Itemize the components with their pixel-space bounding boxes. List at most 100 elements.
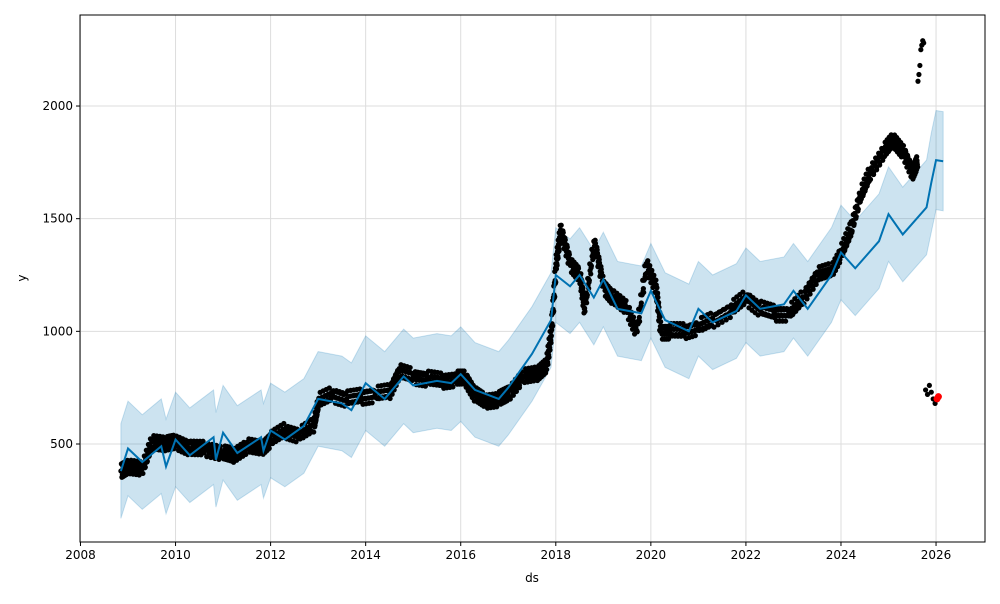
observed-point	[644, 259, 651, 265]
observed-point	[921, 40, 927, 46]
observed-point	[755, 312, 761, 318]
observed-point	[544, 366, 550, 373]
x-tick-label: 2018	[541, 548, 572, 562]
highlight-points	[933, 393, 942, 403]
observed-point	[874, 167, 880, 173]
observed-point	[802, 289, 808, 295]
y-tick-label: 1500	[42, 212, 73, 226]
observed-point	[582, 308, 588, 314]
observed-point	[584, 294, 590, 300]
observed-point	[326, 385, 332, 391]
observed-point	[626, 305, 632, 311]
observed-point	[566, 251, 572, 258]
observed-point	[312, 424, 318, 430]
observed-point	[600, 273, 606, 279]
observed-point	[507, 396, 513, 402]
observed-point	[708, 310, 714, 316]
observed-point	[562, 237, 568, 243]
observed-point	[653, 277, 659, 283]
observed-point	[638, 300, 644, 306]
observed-point	[727, 314, 733, 321]
x-tick-label: 2020	[636, 548, 667, 562]
observed-point	[855, 208, 861, 214]
x-tick-label: 2024	[826, 548, 857, 562]
observed-point	[918, 47, 924, 53]
observed-point	[654, 291, 660, 298]
observed-point	[630, 314, 636, 321]
observed-point	[594, 247, 600, 253]
observed-point	[825, 261, 832, 267]
observed-point	[547, 344, 553, 351]
observed-point	[586, 279, 592, 285]
observed-point	[922, 387, 929, 393]
observed-point	[598, 266, 604, 272]
observed-point	[924, 391, 931, 398]
observed-point	[928, 389, 934, 395]
observed-point	[588, 265, 594, 271]
x-tick-label: 2012	[255, 548, 286, 562]
observed-point	[640, 286, 646, 292]
observed-point	[804, 296, 810, 302]
observed-point	[266, 445, 272, 451]
observed-point	[740, 289, 746, 295]
observed-point	[516, 385, 523, 391]
observed-point	[853, 215, 859, 221]
observed-point	[877, 162, 883, 168]
observed-point	[915, 78, 921, 84]
observed-point	[900, 143, 907, 149]
observed-point	[658, 319, 664, 325]
observed-point	[513, 388, 520, 395]
observed-point	[313, 418, 319, 425]
grid	[79, 15, 985, 542]
y-tick-label: 2000	[42, 99, 73, 113]
observed-point	[636, 314, 642, 320]
y-axis-label: y	[15, 274, 29, 281]
observed-point	[243, 451, 249, 457]
uncertainty-interval	[120, 109, 944, 519]
observed-point	[564, 244, 570, 250]
y-axis: 500 1000 1500 2000	[42, 99, 80, 451]
observed-point	[461, 368, 467, 374]
observed-point	[580, 286, 586, 293]
y-tick-label: 500	[50, 437, 73, 451]
observed-point	[140, 470, 146, 477]
observed-point	[575, 264, 581, 270]
observed-point	[641, 289, 647, 296]
observed-point	[315, 408, 321, 414]
observed-point	[904, 152, 911, 158]
observed-point	[783, 318, 789, 324]
x-tick-label: 2026	[921, 548, 952, 562]
observed-point	[650, 273, 657, 279]
observed-point	[200, 438, 206, 444]
observed-point	[387, 395, 393, 402]
observed-point	[623, 297, 629, 304]
observed-point	[849, 230, 855, 236]
observed-point	[798, 289, 804, 295]
observed-point	[314, 413, 320, 419]
observed-point	[548, 337, 554, 343]
observed-point	[810, 286, 816, 292]
observed-point	[546, 352, 552, 358]
observed-point	[653, 282, 659, 288]
observed-point	[680, 320, 686, 327]
observed-point	[917, 62, 923, 69]
x-tick-label: 2010	[160, 548, 191, 562]
observed-point	[867, 176, 874, 182]
observed-point	[926, 382, 932, 389]
observed-point	[369, 400, 375, 406]
observed-point	[692, 333, 698, 339]
observed-point	[870, 171, 877, 178]
observed-point	[837, 260, 843, 266]
observed-point	[648, 268, 655, 274]
observed-point	[813, 281, 819, 288]
x-tick-label: 2016	[445, 548, 476, 562]
x-axis: 2008 2010 2012 2014 2016 2018 2020 2022 2024 2026	[65, 542, 951, 562]
observed-point	[545, 359, 551, 365]
observed-point	[914, 159, 920, 165]
observed-point	[902, 147, 909, 153]
observed-point	[548, 328, 554, 334]
observed-points	[118, 38, 938, 480]
observed-point	[555, 253, 561, 259]
